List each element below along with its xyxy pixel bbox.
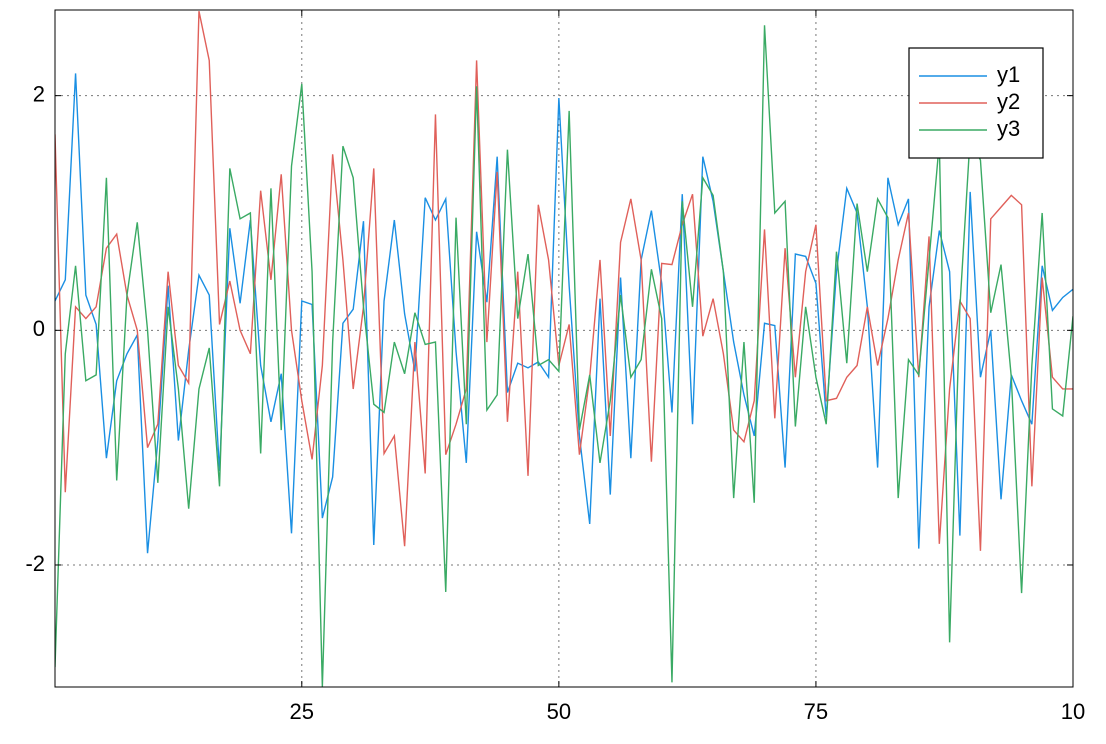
plot-area xyxy=(55,11,1073,687)
y-tick-label: 0 xyxy=(33,316,45,341)
series-line xyxy=(55,11,1073,551)
legend-label: y2 xyxy=(997,89,1020,114)
plot-frame xyxy=(54,9,1074,688)
x-tick-label: 25 xyxy=(290,699,314,724)
x-tick-label: 75 xyxy=(804,699,828,724)
series-line xyxy=(55,25,1073,687)
x-tick-label: 50 xyxy=(547,699,571,724)
y-tick-label: -2 xyxy=(25,551,45,576)
axes: 25 50 75 10 -2 0 2 xyxy=(25,10,1085,724)
legend-label: y1 xyxy=(997,62,1020,87)
y-tick-label: 2 xyxy=(33,81,45,106)
series-line xyxy=(55,73,1073,554)
x-tick-label: 10 xyxy=(1061,699,1085,724)
legend-label: y3 xyxy=(997,116,1020,141)
